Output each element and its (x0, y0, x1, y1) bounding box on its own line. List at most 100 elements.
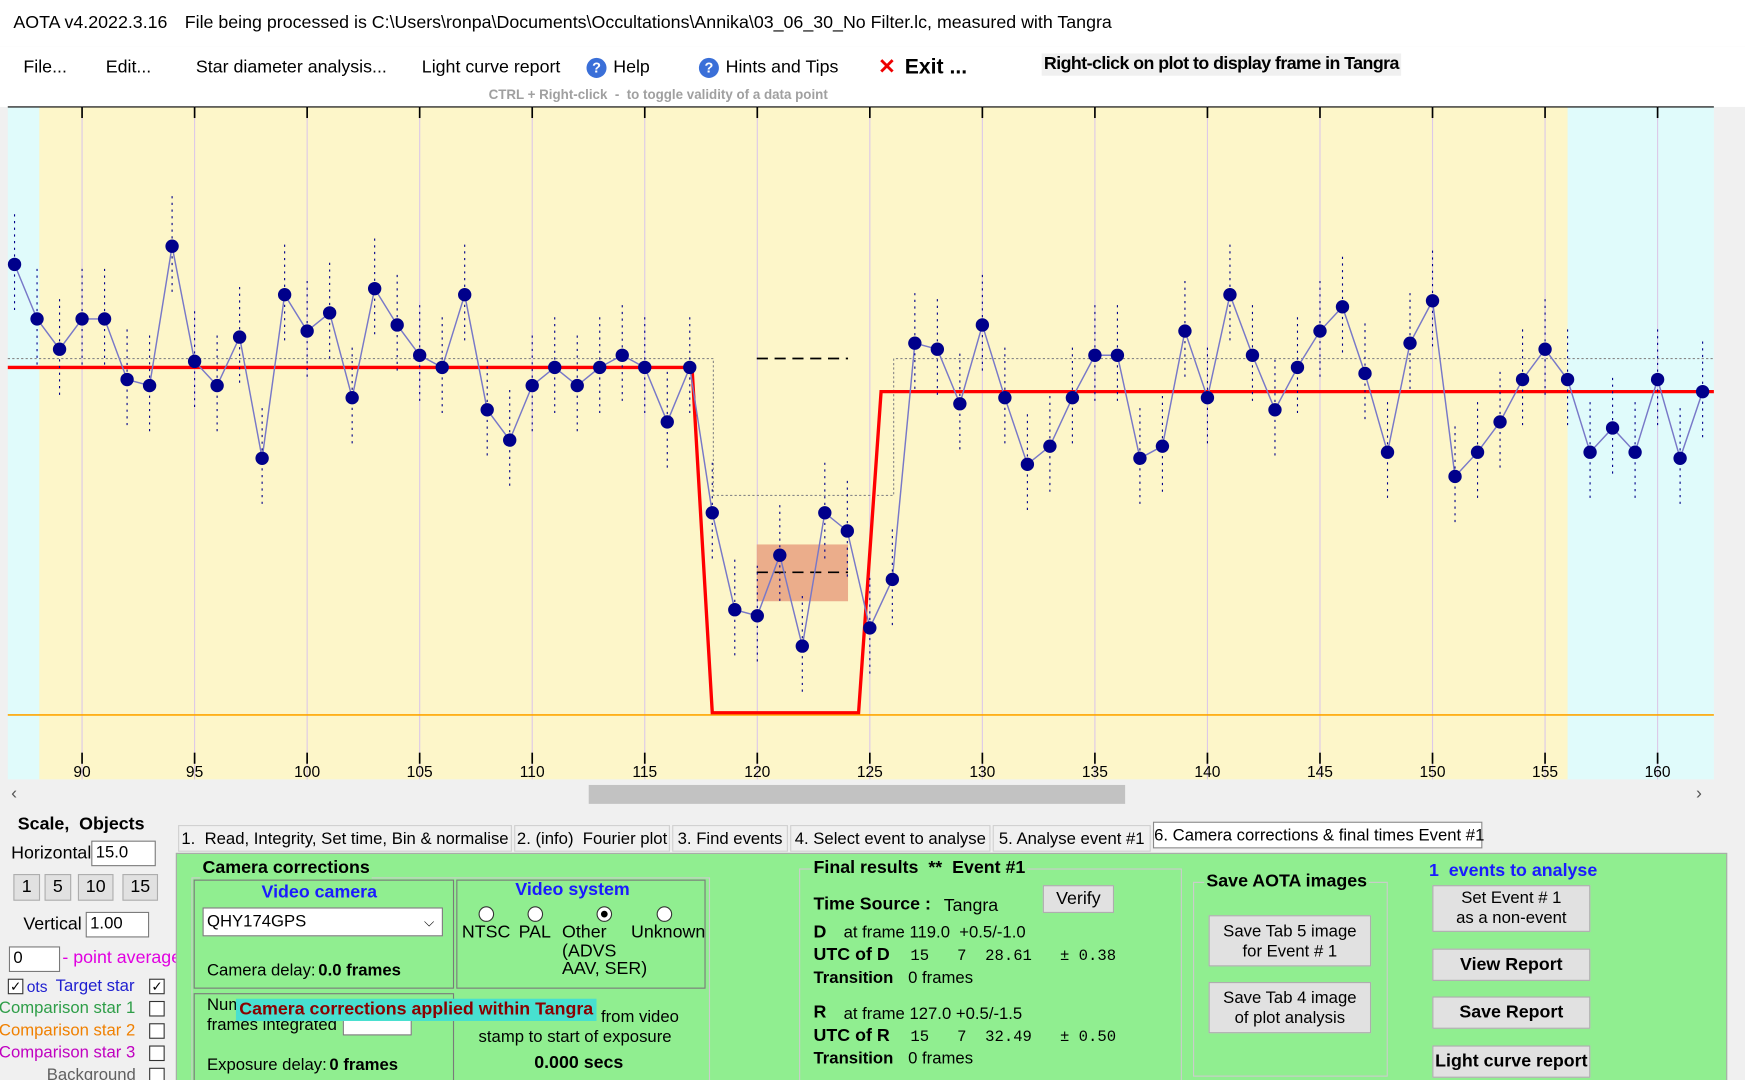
object-checkbox[interactable] (149, 1023, 165, 1039)
data-point (728, 603, 742, 617)
video-system-box (456, 879, 706, 989)
data-point (1223, 288, 1237, 302)
video-system-title: Video system (515, 880, 630, 900)
object-label: Background (46, 1065, 136, 1080)
object-checkbox[interactable] (149, 1045, 165, 1062)
data-point (1380, 445, 1395, 459)
title-bar (0, 0, 1745, 47)
camera-group (191, 877, 711, 1080)
data-point (570, 378, 584, 393)
scale-button[interactable]: 5 (44, 874, 72, 901)
d-frame: at frame 119.0 +0.5/-1.0 (843, 923, 1026, 942)
data-point (1335, 300, 1350, 314)
x-tick-label: 160 (1645, 764, 1671, 781)
data-point (885, 572, 900, 587)
light-curve-plot[interactable]: 90 95 100 105 110 115 120 125 130 135 140 145 150 155… (0, 0, 1745, 807)
vertical-label: Vertical (23, 915, 82, 935)
radio[interactable] (478, 906, 495, 922)
object-label: Comparison star 2 (0, 1020, 136, 1040)
average-select[interactable]: 0 (8, 946, 61, 972)
scale-button[interactable]: 1 (13, 874, 41, 901)
radio-checked[interactable] (596, 906, 613, 922)
help-icon: ? (586, 57, 607, 78)
data-point (1268, 403, 1282, 417)
object-checkbox[interactable] (149, 1067, 165, 1080)
view-report-button[interactable]: View Report (1432, 948, 1591, 981)
video-camera-box (193, 879, 455, 989)
data-point (1515, 372, 1530, 387)
data-point (795, 639, 809, 653)
object-checkbox[interactable] (149, 1000, 165, 1017)
menu-item[interactable]: Edit... (105, 57, 152, 77)
data-point (1470, 445, 1485, 459)
save-group (1193, 881, 1388, 1077)
object-label: Target star (55, 976, 135, 996)
camera-delay-label: Camera delay: (206, 960, 316, 980)
selected-region (39, 106, 1568, 780)
data-point (1650, 372, 1665, 387)
data-point (1605, 421, 1620, 435)
file-name: File being processed is C:\Users\ronpa\D… (184, 13, 1112, 33)
utc-d-label: UTC of D (813, 945, 890, 965)
save-tab5-button[interactable]: Save Tab 5 image for Event # 1 (1208, 915, 1372, 967)
scale-button[interactable]: 10 (77, 874, 114, 901)
data-point (1133, 451, 1147, 465)
time-source-value: Tangra (943, 896, 999, 916)
radio[interactable] (656, 906, 673, 922)
scroll-right[interactable]: › (1696, 783, 1702, 803)
system-detail: (ADVS (562, 941, 617, 961)
data-point (458, 288, 472, 302)
vertical-input[interactable]: 1.00 (85, 911, 150, 938)
horizontal-input[interactable]: 15.0 (91, 840, 156, 867)
ctrl-hint: CTRL + Right-click - to toggle validity … (488, 86, 828, 103)
scale-button[interactable]: 15 (122, 874, 159, 901)
x-tick-label: 110 (520, 764, 545, 781)
data-point (367, 281, 382, 296)
tab[interactable]: 4. Select event to analyse (790, 825, 991, 852)
tab[interactable]: 3. Find events (672, 825, 788, 852)
save-report-button[interactable]: Save Report (1432, 996, 1591, 1029)
non-event-button[interactable]: Set Event # 1 as a non-event (1432, 885, 1591, 932)
object-checkbox[interactable]: ✓ (149, 978, 165, 995)
scroll-left[interactable]: ‹ (11, 783, 18, 803)
data-point (1043, 439, 1057, 453)
bound-line (7, 357, 1714, 497)
button-label: Set Event # 1 (1461, 888, 1562, 908)
button-label: Save Tab 5 image (1223, 921, 1357, 941)
tab[interactable]: 5. Analyse event #1 (992, 825, 1151, 852)
camera-select[interactable]: QHY174GPS (202, 907, 443, 937)
r-transition-value: 0 frames (908, 1048, 974, 1068)
light-curve-report-button[interactable]: Light curve report (1432, 1045, 1591, 1078)
menu-item[interactable]: Light curve report (421, 57, 561, 77)
data-point (232, 330, 247, 344)
data-point (255, 451, 269, 465)
utc-d-value: 15 7 28.61 ± 0.38 (910, 947, 1117, 966)
menu-item[interactable]: Exit ... (904, 55, 968, 80)
plot-hint: Right-click on plot to display frame in … (1041, 53, 1402, 76)
horizontal-label: Horizontal (11, 843, 92, 863)
scroll-thumb[interactable] (588, 784, 1126, 804)
tangra-overlay: Camera corrections applied within Tangra (235, 998, 597, 1021)
menu-item[interactable]: File... (23, 57, 67, 77)
menu-item[interactable]: Star diameter analysis... (195, 57, 387, 77)
system-label: Other (562, 923, 607, 942)
x-tick-label: 90 (73, 764, 91, 781)
transition-label: Transition (813, 968, 894, 988)
data-point (345, 391, 359, 405)
menu-item[interactable]: Help (613, 57, 650, 77)
data-point (413, 348, 427, 362)
video-camera-title: Video camera (261, 882, 378, 902)
plots-checkbox[interactable]: ✓ (7, 978, 24, 995)
radio[interactable] (527, 906, 544, 922)
camera-title: Camera corrections (200, 857, 373, 880)
menu-item[interactable]: Hints and Tips (725, 57, 839, 77)
data-line (13, 246, 1704, 647)
save-tab4-button[interactable]: Save Tab 4 image of plot analysis (1208, 982, 1372, 1034)
plots-label: ots (26, 977, 48, 996)
tab-selected[interactable]: 6. Camera corrections & final times Even… (1152, 821, 1484, 849)
tab[interactable]: 2. (info) Fourier plot (514, 825, 670, 852)
tab[interactable]: 1. Read, Integrity, Set time, Bin & norm… (178, 825, 512, 852)
hints-icon: ? (698, 57, 719, 78)
verify-button[interactable]: Verify (1042, 885, 1115, 913)
data-point (322, 306, 337, 320)
